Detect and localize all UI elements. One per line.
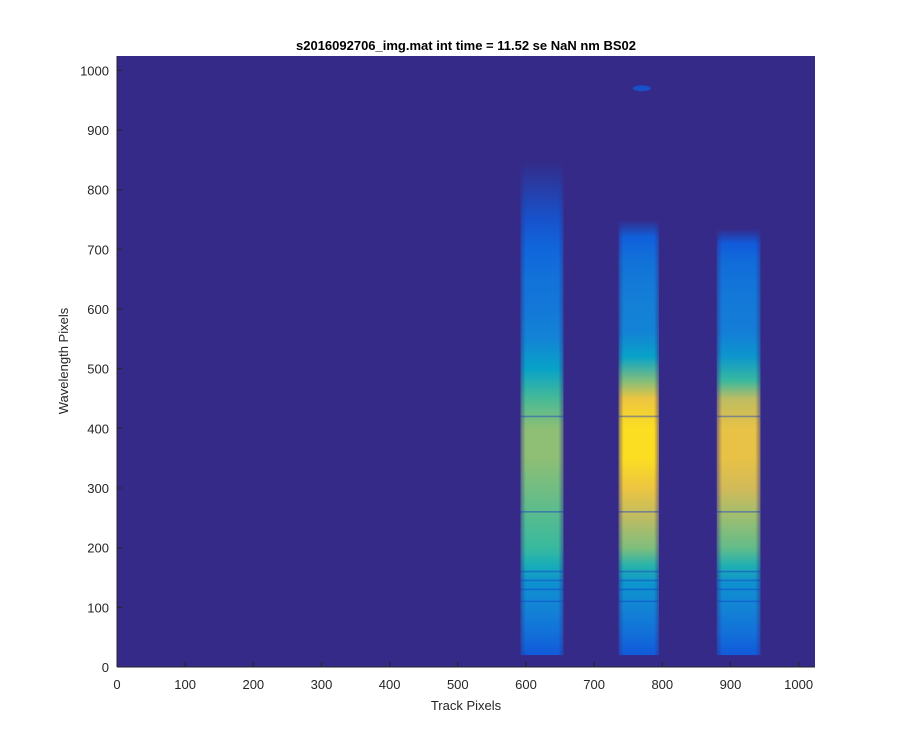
y-tick-label: 1000 [80,63,109,78]
chart-title: s2016092706_img.mat int time = 11.52 se … [296,38,636,53]
x-tick-label: 200 [242,677,264,692]
bands-layer [520,159,761,656]
hot-spot [632,85,651,92]
x-axis-label: Track Pixels [431,698,502,713]
y-tick-label: 900 [87,123,109,138]
y-tick-label: 600 [87,302,109,317]
plot-area [117,56,815,667]
absorption-lines-layer [520,415,761,603]
x-tick-label: 900 [720,677,742,692]
y-tick-label: 700 [87,242,109,257]
x-tick-label: 800 [651,677,673,692]
hot-spot-layer [632,85,651,92]
y-tick-label: 0 [102,660,109,675]
x-tick-label: 300 [311,677,333,692]
y-ticks: 0 100 200 300 400 500 600 700 800 900 1000 [80,63,122,675]
axes: 0 100 200 300 400 500 600 700 800 900 1000 0 100 200… [80,56,815,692]
y-axis-label: Wavelength Pixels [56,307,71,414]
spectral-band-edge-3 [716,228,761,656]
x-tick-label: 700 [583,677,605,692]
y-tick-label: 400 [87,421,109,436]
y-tick-label: 800 [87,183,109,198]
x-tick-label: 100 [174,677,196,692]
x-tick-label: 600 [515,677,537,692]
spectral-band-edge-1 [520,159,564,656]
x-tick-label: 1000 [784,677,813,692]
y-tick-label: 100 [87,600,109,615]
plot-background [117,56,815,667]
x-ticks: 0 100 200 300 400 500 600 700 800 900 1000 [113,662,813,692]
y-tick-label: 500 [87,362,109,377]
spectral-band-edge-2 [618,219,659,656]
x-tick-label: 400 [379,677,401,692]
y-tick-label: 300 [87,481,109,496]
x-tick-label: 500 [447,677,469,692]
y-tick-label: 200 [87,541,109,556]
x-tick-label: 0 [113,677,120,692]
